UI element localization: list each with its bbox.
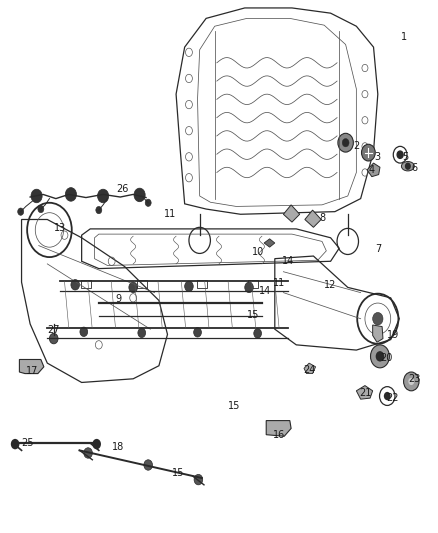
Text: 14: 14 [259,286,272,296]
Text: 14: 14 [282,256,294,266]
Circle shape [138,328,145,337]
Polygon shape [373,325,383,342]
Text: 15: 15 [247,310,260,320]
Circle shape [11,439,19,449]
Ellipse shape [401,161,414,171]
Circle shape [129,282,138,293]
Polygon shape [357,385,373,399]
Circle shape [18,208,24,215]
Circle shape [31,189,42,203]
Text: 7: 7 [374,244,381,254]
Polygon shape [266,421,291,436]
Polygon shape [304,363,315,374]
Circle shape [371,345,389,368]
Circle shape [403,372,419,391]
Circle shape [145,199,151,206]
Text: 3: 3 [375,152,381,162]
Circle shape [84,448,92,458]
Circle shape [98,189,109,203]
Text: 19: 19 [387,330,399,341]
Circle shape [144,460,152,470]
Circle shape [338,133,353,152]
Polygon shape [283,205,300,222]
Circle shape [71,279,80,290]
Text: 11: 11 [273,278,285,288]
Text: 1: 1 [400,31,406,42]
Text: 4: 4 [368,165,374,175]
Circle shape [384,392,391,400]
Circle shape [134,188,145,201]
Text: 9: 9 [115,294,121,304]
Circle shape [38,205,44,213]
Text: 10: 10 [251,247,264,257]
Circle shape [65,188,77,201]
Text: 21: 21 [359,388,371,398]
Circle shape [373,312,383,325]
Text: 13: 13 [54,223,66,233]
Circle shape [342,139,349,147]
Circle shape [361,144,375,161]
Circle shape [376,351,384,361]
Text: 26: 26 [116,184,129,194]
Circle shape [49,333,58,344]
Text: 5: 5 [403,152,409,162]
Polygon shape [367,163,380,176]
Text: 16: 16 [273,430,285,440]
Text: 8: 8 [319,213,325,223]
Text: 27: 27 [47,325,60,335]
Polygon shape [264,239,275,247]
Polygon shape [305,210,321,228]
Text: 17: 17 [26,366,39,376]
Text: 20: 20 [380,353,392,363]
Text: 18: 18 [112,442,124,451]
Circle shape [194,474,203,485]
Text: 11: 11 [163,209,176,219]
Circle shape [185,281,193,292]
Text: 6: 6 [411,163,417,173]
Circle shape [408,378,414,385]
Text: 12: 12 [325,280,337,290]
Circle shape [80,327,88,336]
Circle shape [245,282,253,293]
Text: 15: 15 [172,468,184,478]
Text: 15: 15 [228,401,240,411]
Polygon shape [19,359,44,374]
Text: 2: 2 [353,141,360,151]
Text: 22: 22 [387,393,399,403]
Text: 23: 23 [408,374,420,384]
Circle shape [397,151,403,158]
Circle shape [96,206,102,214]
Text: 24: 24 [303,365,315,375]
Text: 25: 25 [22,438,34,448]
Circle shape [254,329,261,338]
Circle shape [194,328,201,337]
Circle shape [92,439,101,449]
Circle shape [405,163,411,170]
